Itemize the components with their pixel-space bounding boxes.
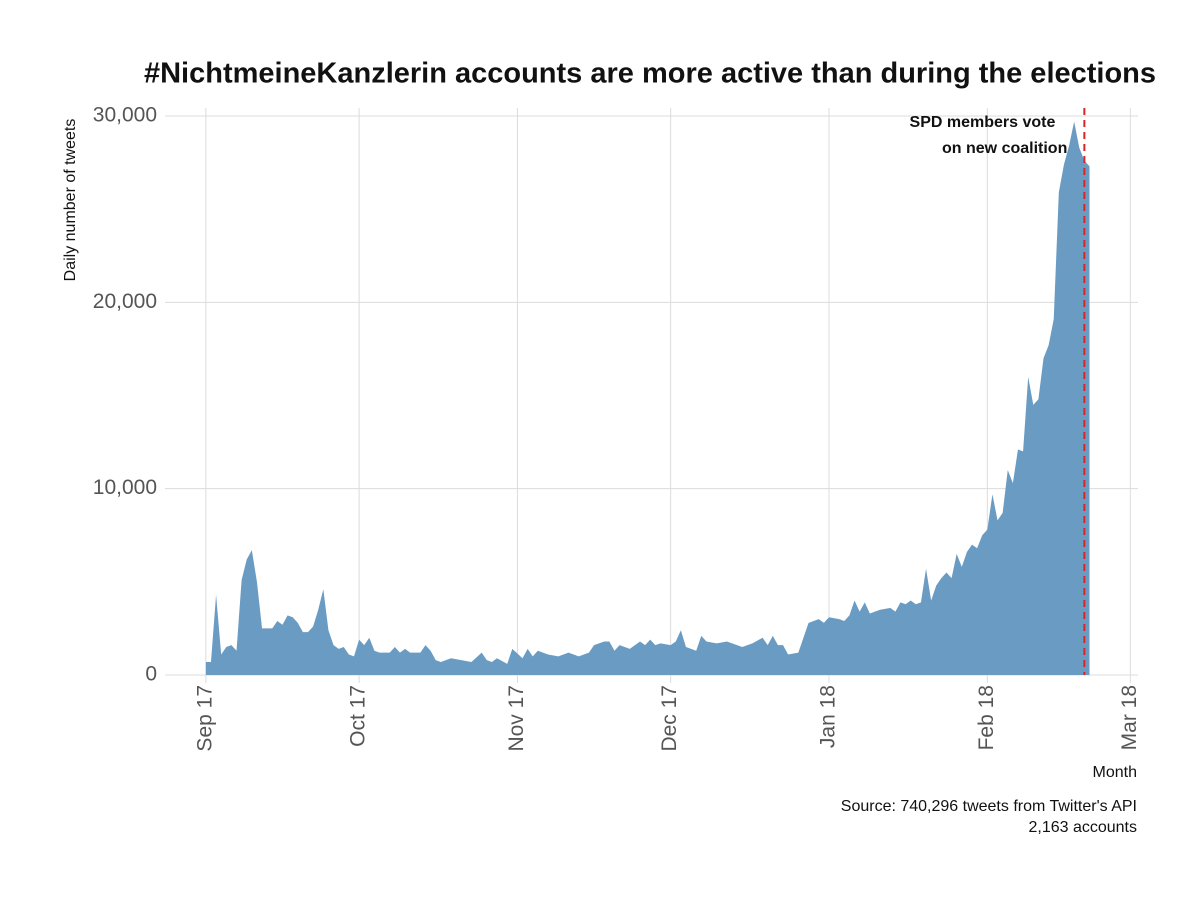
annotation-text: on new coalition [942, 140, 1067, 157]
y-axis-label: Daily number of tweets [62, 119, 79, 282]
x-tick-label: Mar 18 [1118, 685, 1141, 750]
x-axis-label: Month [1093, 764, 1137, 781]
annotation-text: SPD members vote [910, 114, 1056, 131]
y-tick-label: 30,000 [93, 104, 157, 127]
y-tick-label: 0 [145, 663, 157, 686]
x-tick-label: Oct 17 [347, 685, 370, 747]
x-tick-label: Nov 17 [505, 685, 528, 752]
x-tick-label: Feb 18 [975, 685, 998, 750]
chart-title: #NichtmeineKanzlerin accounts are more a… [144, 58, 1156, 90]
y-tick-label: 20,000 [93, 290, 157, 313]
y-tick-label: 10,000 [93, 476, 157, 499]
x-tick-label: Dec 17 [658, 685, 681, 752]
caption: 2,163 accounts [1028, 819, 1137, 836]
caption: Source: 740,296 tweets from Twitter's AP… [841, 798, 1137, 815]
area [205, 121, 1090, 676]
x-tick-label: Sep 17 [193, 685, 216, 752]
x-tick-label: Jan 18 [817, 685, 840, 748]
